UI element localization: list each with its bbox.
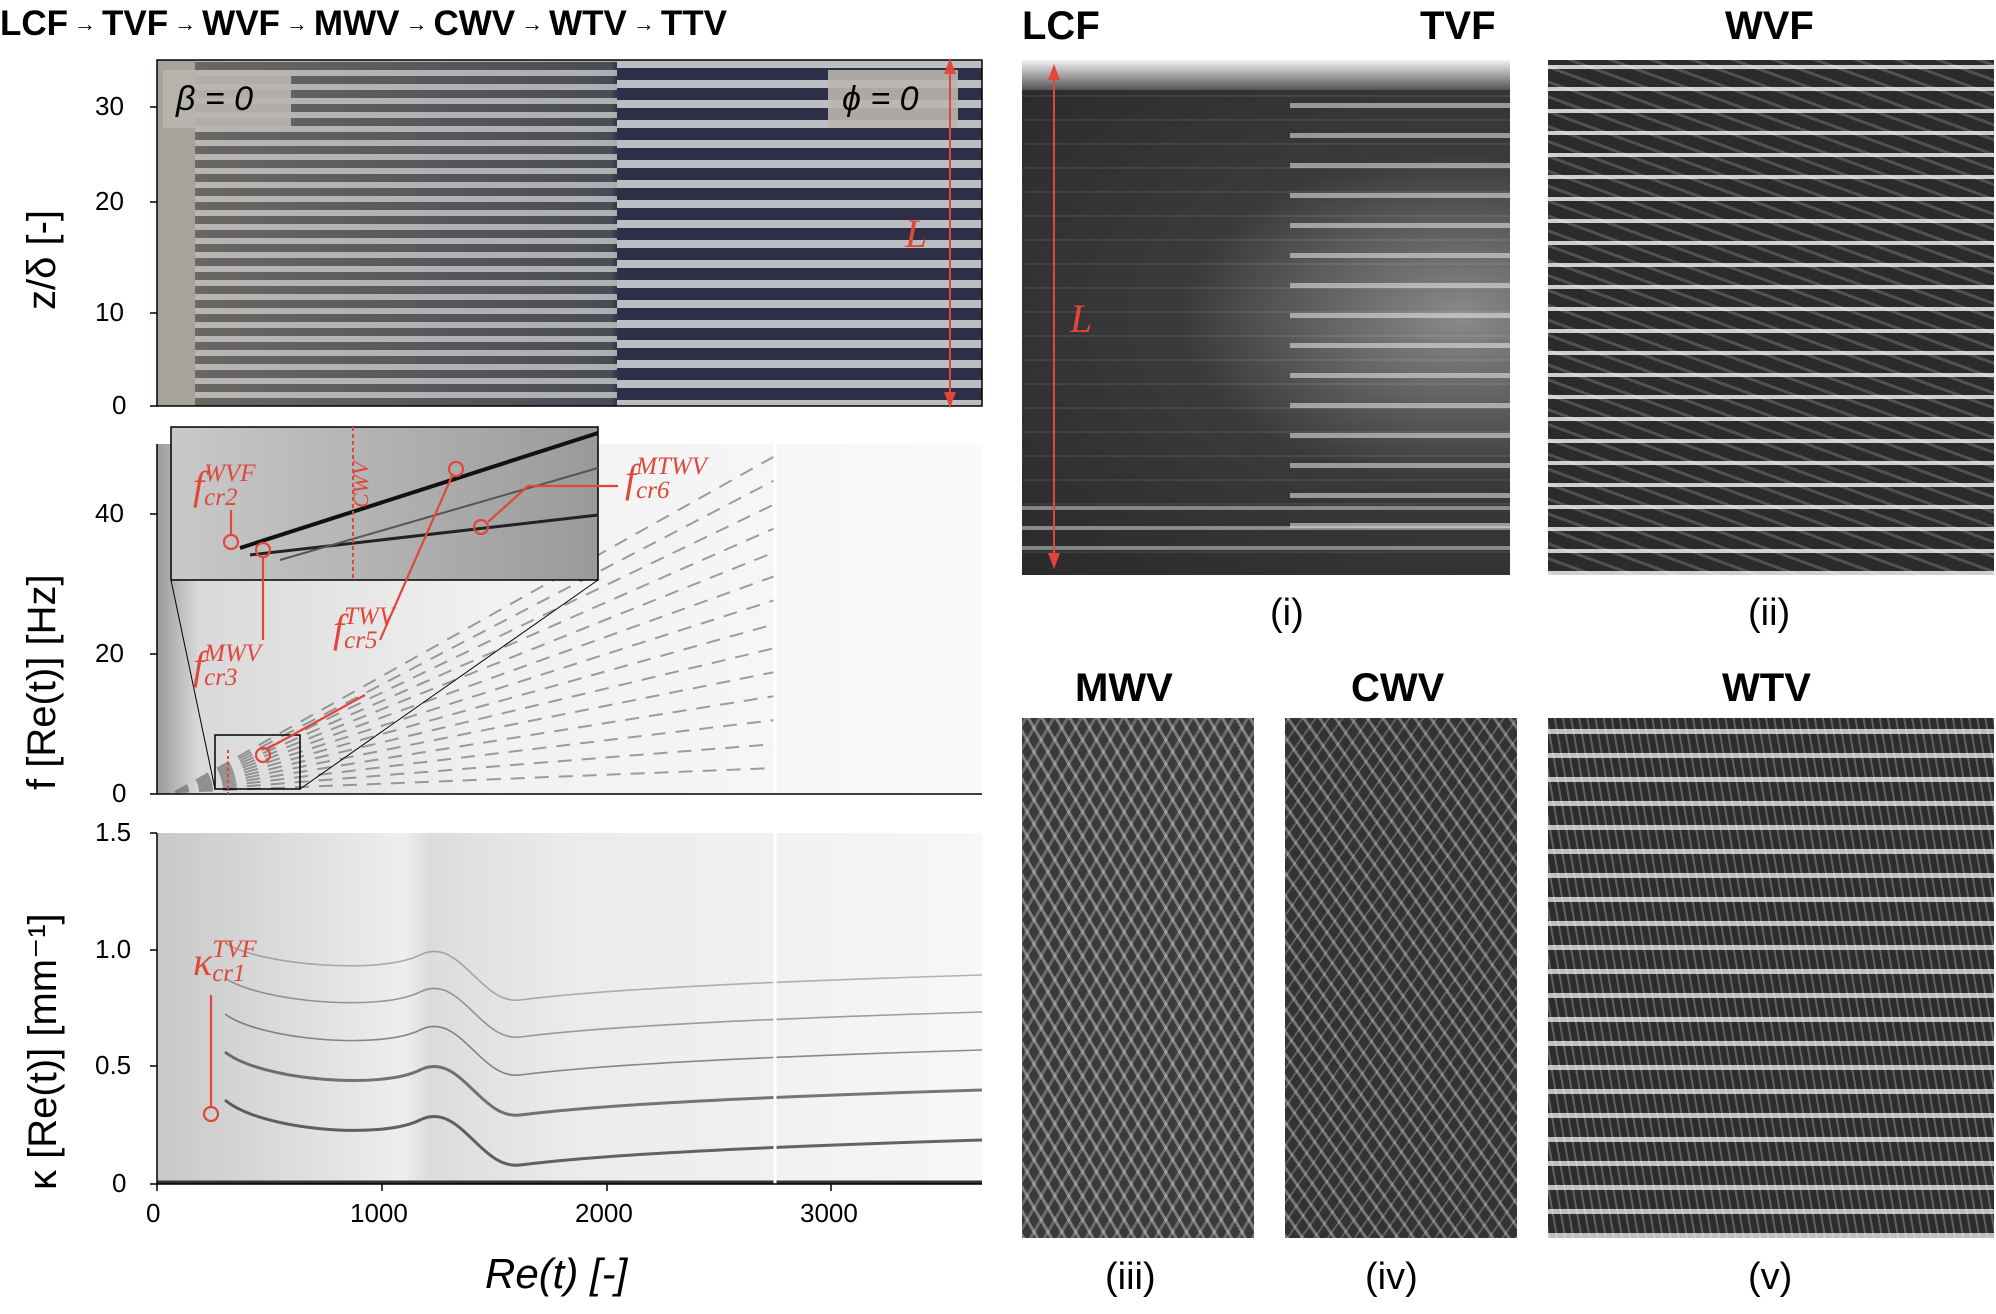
seq-ttv: TTV [660,4,727,43]
panel-i-title-right: TVF [1420,4,1496,48]
panel-ii-title: WVF [1725,4,1814,48]
bottom-panel [156,833,983,1185]
seq-mwv: MWV [313,4,400,43]
xtick: 1000 [350,1198,408,1228]
xtick: 2000 [575,1198,633,1228]
xtick: 0 [146,1198,161,1228]
spectral-ray [174,479,776,793]
y-axis-label-top: z/δ [-] [20,209,64,310]
ytick: 0 [112,390,127,420]
spectral-ray [174,719,776,793]
length-label-top: L [905,211,928,256]
panel-v-image [1548,718,1994,1238]
spectral-ray [174,695,776,793]
annot-f-twv: f TWV cr5 [333,603,395,654]
seq-tvf: TVF [102,4,169,43]
spectral-ray [174,551,776,793]
annot-f-mwv: f MWV cr3 [193,640,262,691]
panel-ii-label: (ii) [1748,592,1791,634]
wavenumber-band [224,1013,983,1076]
mid-panel: CWV [156,426,982,795]
annot-f-mtwv: f MTWV cr6 [625,453,707,504]
ytick: 1.0 [95,934,132,964]
regime-sequence: LCF → TVF → WVF → MWV → CWV → WTV → TTV [0,4,727,44]
seq-cwv: CWV [433,4,516,43]
spectral-ray [174,575,776,793]
spectral-ray [174,647,776,793]
panel-iv-image [1285,718,1517,1238]
inset-regime-label: CWV [348,459,373,508]
ytick: 20 [95,638,124,668]
panel-i-length-label: L [1070,296,1093,341]
beta-tag: β = 0 [176,80,254,118]
panel-v-title: WTV [1722,666,1811,710]
spectral-ray [174,767,776,793]
phi-tag: ϕ = 0 [842,80,919,118]
panel-v-label: (v) [1748,1256,1793,1298]
ytick: 30 [95,91,124,121]
seq-wtv: WTV [549,4,627,43]
spectral-ray [174,623,776,793]
wavenumber-band [224,977,983,1038]
wavenumber-band [224,1050,983,1117]
spectral-ray [174,503,776,793]
panel-iv-label: (iv) [1365,1256,1418,1298]
panel-i-length-arrow [1048,64,1060,569]
panel-iii-label: (iii) [1105,1256,1156,1298]
y-axis-label-bot: κ [Re(t)] [mm⁻¹] [21,913,65,1190]
panel-i-title-left: LCF [1022,4,1100,48]
seq-lcf: LCF [0,4,69,43]
spectral-ray [174,743,776,793]
panel-iii-image [1022,718,1254,1238]
seq-arrow: → [405,11,428,36]
x-axis-label: Re(t) [-] [485,1250,628,1297]
seq-wvf: WVF [202,4,280,43]
ytick: 20 [95,186,124,216]
ytick: 0 [112,778,127,808]
top-panel [156,58,983,408]
seq-arrow: → [74,11,97,36]
ytick: 40 [95,498,124,528]
panel-iv-title: CWV [1351,666,1445,710]
wavenumber-band [224,942,983,1001]
panel-ii-image [1548,60,1994,575]
panel-iii-title: MWV [1075,666,1173,710]
wavenumber-band [224,1098,983,1167]
ytick: 0 [112,1168,127,1198]
ytick: 1.5 [95,817,132,847]
seq-arrow: → [521,11,544,36]
annot-kappa-tvf: κ TVF cr1 [193,936,257,987]
left-figure: CWV [150,58,983,1191]
y-axis-label-mid: f [Re(t)] [Hz] [20,574,64,790]
xtick: 3000 [800,1198,858,1228]
seq-arrow: → [632,11,655,36]
spectral-ray [174,599,776,793]
ytick: 0.5 [95,1050,132,1080]
seq-arrow: → [285,11,308,36]
ytick: 10 [95,297,124,327]
panel-i-label: (i) [1270,592,1304,634]
spectral-ray [174,527,776,793]
annot-f-wvf: f WVF cr2 [193,460,256,511]
seq-arrow: → [174,11,197,36]
panel-i-image [1022,60,1510,575]
spectral-ray [174,455,776,793]
spectral-ray [174,671,776,793]
